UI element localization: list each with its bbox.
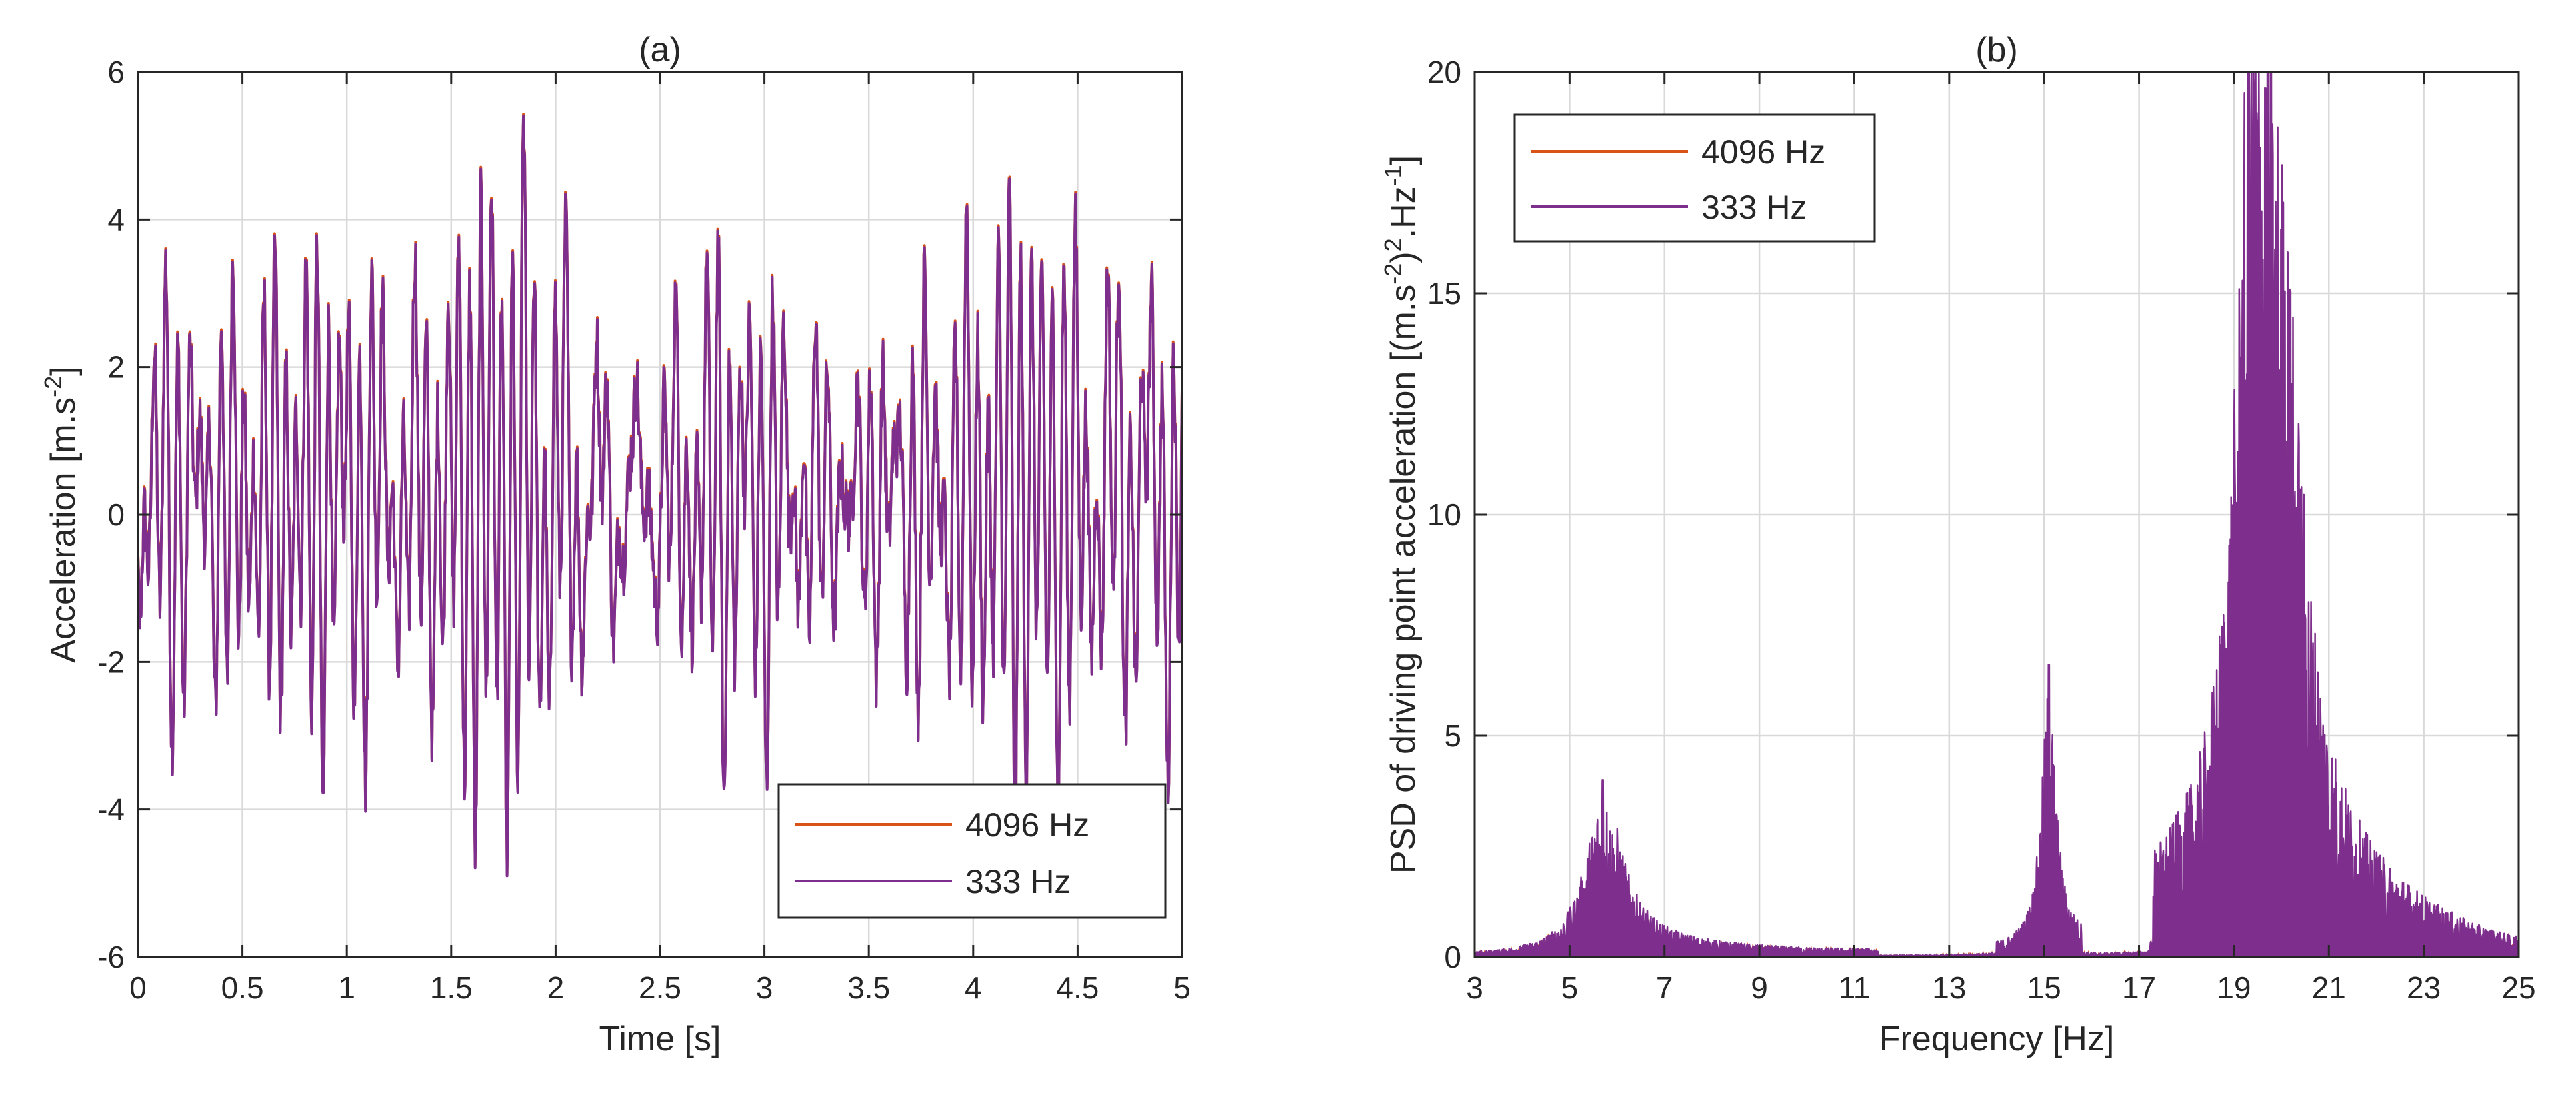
panel-b-y-label-end: ] bbox=[1384, 155, 1423, 165]
panel-a-ytick-label: 2 bbox=[107, 350, 125, 385]
panel-a-traces bbox=[137, 113, 1183, 878]
panel-a-y-label-exp: -2 bbox=[39, 376, 67, 397]
panel-a-time-history: 0 0.5 1 1.5 2 2.5 3 3.5 4 4.5 5 -6 -4 -2 0 2 4 6 (a) Time… bbox=[39, 31, 1191, 1058]
panel-b-xtick-label: 7 bbox=[1656, 970, 1673, 1005]
panel-a-legend-label-4096: 4096 Hz bbox=[965, 806, 1089, 844]
panel-a-xtick-label: 5 bbox=[1173, 970, 1191, 1005]
panel-b-ytick-label: 0 bbox=[1444, 940, 1461, 974]
panel-b-ytick-label: 15 bbox=[1427, 276, 1461, 311]
panel-a-xtick-label: 4 bbox=[965, 970, 982, 1005]
panel-a-xtick-label: 0 bbox=[129, 970, 147, 1005]
panel-a-ytick-label: 6 bbox=[107, 55, 125, 89]
panel-b-y-label-mid2: .Hz bbox=[1384, 186, 1423, 238]
panel-a-legend-label-333: 333 Hz bbox=[965, 863, 1071, 900]
panel-b-y-axis-label: PSD of driving point acceleration [(m.s-… bbox=[1379, 155, 1423, 874]
panel-b-ytick-label: 5 bbox=[1444, 718, 1461, 753]
panel-b-ytick-label: 10 bbox=[1427, 497, 1461, 532]
panel-b-y-label-exp1: -2 bbox=[1379, 263, 1407, 285]
panel-b-spectrum bbox=[1473, 71, 2520, 959]
panel-a-ytick-label: 4 bbox=[107, 202, 125, 237]
panel-a-series-333hz bbox=[137, 115, 1183, 878]
panel-b-psd: 3 5 7 9 11 13 15 17 19 21 23 25 0 5 10 15 20 (b) Frequen… bbox=[1379, 31, 2536, 1058]
panel-b-ytick-label: 20 bbox=[1427, 55, 1461, 89]
panel-b-y-label-main: PSD of driving point acceleration [(m.s bbox=[1384, 285, 1423, 874]
panel-b-xtick-label: 11 bbox=[1839, 970, 1871, 1005]
panel-b-xtick-label: 17 bbox=[2122, 970, 2156, 1005]
panel-a-ytick-label: -6 bbox=[97, 940, 125, 974]
panel-a-ytick-label: -4 bbox=[97, 792, 125, 827]
panel-a-y-axis-label: Acceleration [m.s-2] bbox=[39, 366, 83, 662]
panel-b-y-label-mid: ) bbox=[1384, 251, 1423, 263]
panel-b-xtick-label: 9 bbox=[1751, 970, 1768, 1005]
panel-a-ticks: 0 0.5 1 1.5 2 2.5 3 3.5 4 4.5 5 -6 -4 -2 0 2 4 6 bbox=[97, 55, 1191, 1005]
panel-a-legend-box bbox=[777, 783, 1167, 919]
panel-a-legend: 4096 Hz 333 Hz bbox=[777, 783, 1167, 919]
panel-a-title: (a) bbox=[639, 31, 681, 69]
panel-b-x-axis-label: Frequency [Hz] bbox=[1879, 1020, 2115, 1058]
panel-b-xtick-label: 15 bbox=[2027, 970, 2061, 1005]
panel-b-xtick-label: 19 bbox=[2217, 970, 2251, 1005]
panel-b-y-label-exp3: -1 bbox=[1379, 165, 1407, 186]
panel-b-legend: 4096 Hz 333 Hz bbox=[1513, 113, 1876, 243]
panel-a-xtick-label: 4.5 bbox=[1056, 970, 1099, 1005]
panel-a-xtick-label: 2 bbox=[547, 970, 565, 1005]
panel-a-xtick-label: 3 bbox=[756, 970, 773, 1005]
panel-b-xtick-label: 5 bbox=[1561, 970, 1579, 1005]
panel-a-x-axis-label: Time [s] bbox=[599, 1020, 721, 1058]
panel-b-legend-label-4096: 4096 Hz bbox=[1701, 133, 1825, 171]
panel-b-xtick-label: 23 bbox=[2407, 970, 2441, 1005]
panel-b-title: (b) bbox=[1975, 31, 2018, 69]
panel-a-xtick-label: 3.5 bbox=[847, 970, 890, 1005]
panel-b-xtick-label: 3 bbox=[1466, 970, 1483, 1005]
panel-a-ytick-label: -2 bbox=[97, 644, 125, 679]
panel-a-xtick-label: 0.5 bbox=[221, 970, 264, 1005]
panel-b-y-label-exp2: 2 bbox=[1379, 238, 1407, 251]
panel-b-xtick-label: 21 bbox=[2312, 970, 2346, 1005]
panel-a-y-label-end: ] bbox=[44, 366, 83, 375]
panel-b-legend-box bbox=[1513, 113, 1876, 243]
panel-b-series-333hz bbox=[1473, 71, 2520, 958]
panel-a-xtick-label: 1 bbox=[338, 970, 355, 1005]
panel-b-xtick-label: 13 bbox=[1932, 970, 1966, 1005]
panel-a-y-label-main: Acceleration [m.s bbox=[44, 397, 83, 663]
panel-a-xtick-label: 1.5 bbox=[430, 970, 473, 1005]
panel-a-ytick-label: 0 bbox=[107, 497, 125, 532]
panel-b-legend-label-333: 333 Hz bbox=[1701, 189, 1807, 226]
panel-b-ticks: 3 5 7 9 11 13 15 17 19 21 23 25 0 5 10 15 20 bbox=[1427, 55, 2536, 1005]
panel-b-xtick-label: 25 bbox=[2501, 970, 2535, 1005]
panel-a-xtick-label: 2.5 bbox=[639, 970, 681, 1005]
